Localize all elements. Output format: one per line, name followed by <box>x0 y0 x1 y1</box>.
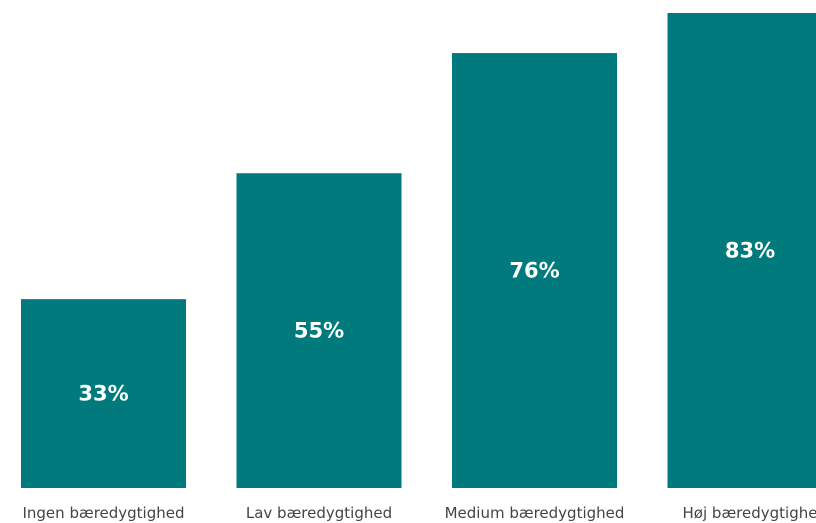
bar-4 <box>667 13 816 488</box>
value-label-2: 55% <box>294 319 344 343</box>
bar-1 <box>21 299 186 488</box>
value-label-1: 33% <box>78 382 128 406</box>
bar-2 <box>236 173 402 488</box>
value-label-4: 83% <box>725 239 775 263</box>
category-label-4: Høj bæredygtighe <box>683 504 816 522</box>
category-label-2: Lav bæredygtighed <box>246 504 392 522</box>
category-label-1: Ingen bæredygtighed <box>22 504 184 522</box>
bar-3 <box>452 53 617 488</box>
category-label-3: Medium bæredygtighed <box>445 504 625 522</box>
value-label-3: 76% <box>509 259 559 283</box>
